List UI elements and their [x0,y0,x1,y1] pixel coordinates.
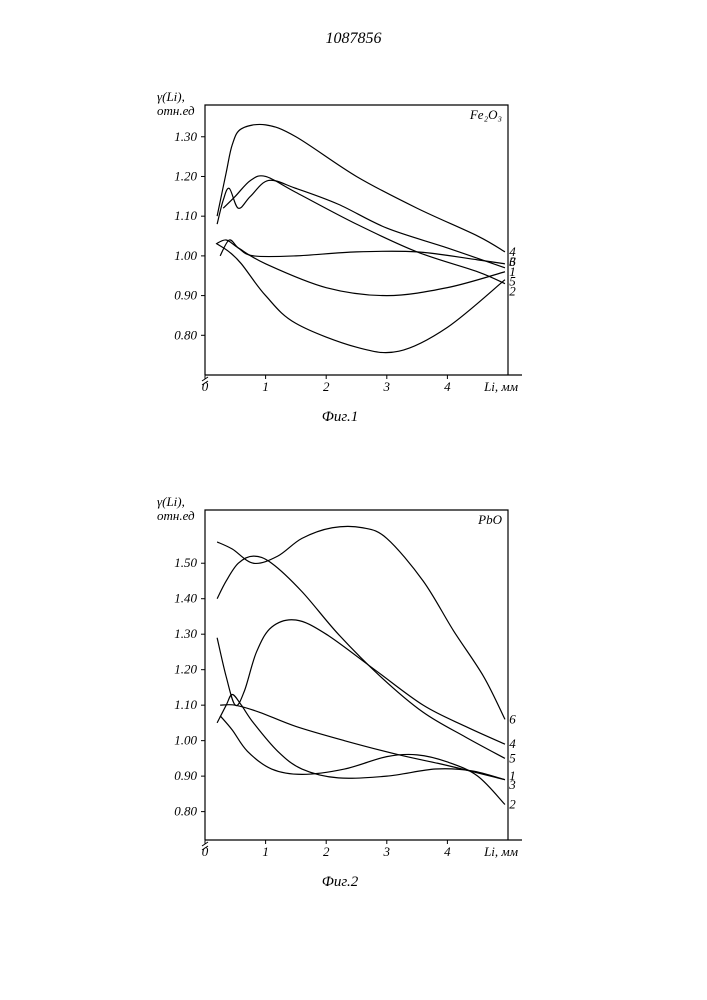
svg-text:отн.ед: отн.ед [157,103,195,118]
svg-text:1.00: 1.00 [174,248,197,263]
svg-text:4: 4 [509,736,516,751]
svg-text:1.10: 1.10 [174,208,197,223]
chart-2-svg: 0.80 0.90 1.00 1.10 1.20 1.30 1.40 1.50 0 1 2 3 4 γ(L… [150,490,530,870]
svg-text:1.00: 1.00 [174,733,197,748]
svg-text:5: 5 [509,750,516,765]
svg-text:Li, мм: Li, мм [483,844,518,859]
svg-text:4: 4 [444,379,451,394]
svg-text:PbO: PbO [477,512,502,527]
svg-text:Li, мм: Li, мм [483,379,518,394]
svg-text:0: 0 [202,844,209,859]
page-number: 1087856 [0,30,707,48]
svg-text:2: 2 [323,844,330,859]
svg-text:γ(Li),: γ(Li), [157,89,185,104]
svg-text:0: 0 [202,379,209,394]
svg-text:2: 2 [323,379,330,394]
svg-text:Fe₂O₃: Fe₂O₃ [469,107,502,122]
svg-text:0.80: 0.80 [174,327,197,342]
svg-text:1.30: 1.30 [174,626,197,641]
svg-text:0.80: 0.80 [174,804,197,819]
svg-text:γ(Li),: γ(Li), [157,494,185,509]
chart-2-caption: Фиг.2 [150,874,530,891]
chart-2: 0.80 0.90 1.00 1.10 1.20 1.30 1.40 1.50 0 1 2 3 4 γ(L… [150,490,530,890]
svg-text:1: 1 [262,844,269,859]
svg-text:1.20: 1.20 [174,662,197,677]
chart-1-caption: Фиг.1 [150,409,530,426]
svg-text:3: 3 [508,777,516,792]
svg-text:3: 3 [383,379,391,394]
svg-text:2: 2 [509,797,516,812]
svg-text:0.90: 0.90 [174,288,197,303]
svg-text:1.10: 1.10 [174,697,197,712]
svg-text:6: 6 [509,254,516,269]
svg-text:6: 6 [509,711,516,726]
svg-text:отн.ед: отн.ед [157,508,195,523]
svg-text:0.90: 0.90 [174,768,197,783]
chart-1: 0.80 0.90 1.00 1.10 1.20 1.30 0 1 2 3 4 γ(Li),отн.е… [150,85,530,425]
svg-text:1: 1 [262,379,269,394]
svg-text:2: 2 [509,284,516,299]
svg-text:3: 3 [383,844,391,859]
svg-text:1.30: 1.30 [174,129,197,144]
svg-text:4: 4 [444,844,451,859]
svg-text:1.20: 1.20 [174,168,197,183]
svg-text:1.50: 1.50 [174,555,197,570]
svg-text:1.40: 1.40 [174,591,197,606]
chart-1-svg: 0.80 0.90 1.00 1.10 1.20 1.30 0 1 2 3 4 γ(Li),отн.е… [150,85,530,405]
